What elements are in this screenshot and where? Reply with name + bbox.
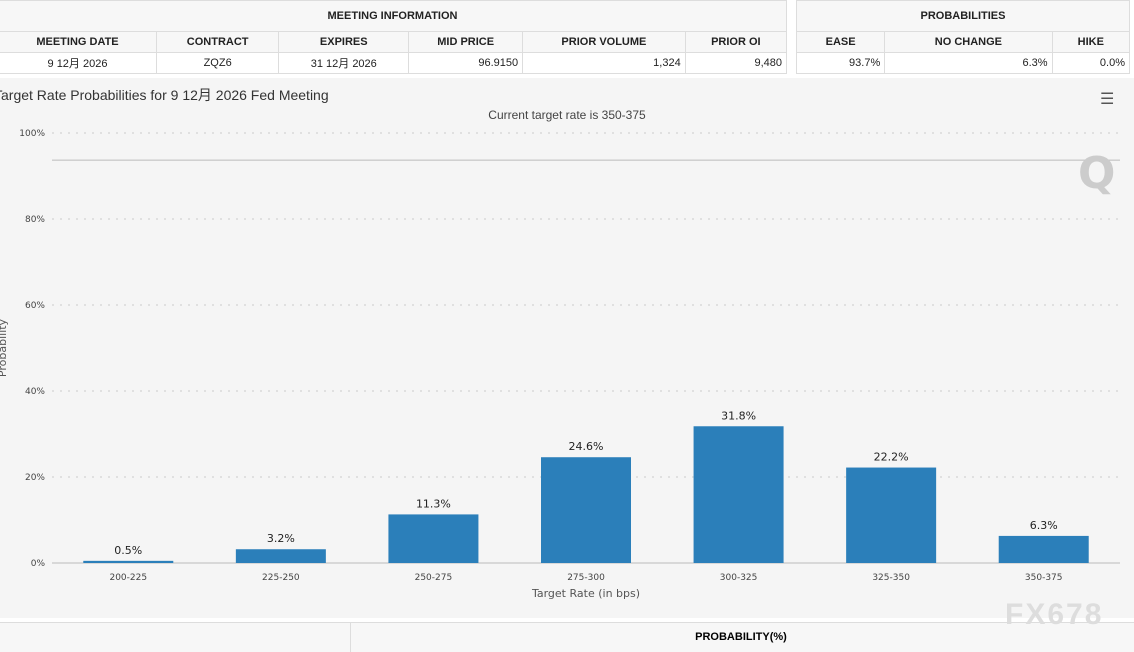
x-axis-label: Target Rate (in bps): [531, 587, 640, 600]
chart-subtitle: Current target rate is 350-375: [488, 108, 646, 122]
bar: [388, 514, 479, 563]
prior-oi: 9,480: [684, 52, 788, 74]
y-axis-label: Probability: [0, 318, 9, 377]
data-label: 3.2%: [267, 532, 295, 545]
meeting-info-table: MEETING INFORMATION MEETING DATE CONTRAC…: [0, 0, 788, 74]
x-tick-label: 250-275: [415, 573, 453, 583]
y-tick-label: 0%: [31, 559, 46, 569]
x-tick-label: 350-375: [1025, 573, 1063, 583]
data-label: 0.5%: [114, 544, 142, 557]
data-label: 24.6%: [569, 440, 604, 453]
probability-header: PROBABILITY(%): [350, 623, 1131, 652]
bar: [235, 549, 326, 563]
bottom-table: PROBABILITY(%): [0, 622, 1134, 652]
chart-title: Target Rate Probabilities for 9 12月 2026…: [0, 87, 329, 103]
y-tick-label: 60%: [25, 301, 45, 311]
data-label: 22.2%: [874, 451, 909, 464]
x-tick-label: 200-225: [109, 573, 147, 583]
no-change-value: 6.3%: [884, 52, 1053, 74]
hamburger-menu-icon[interactable]: ☰: [1100, 91, 1115, 108]
x-tick-label: 275-300: [567, 573, 605, 583]
y-tick-label: 20%: [25, 473, 45, 483]
meeting-info-header: MEETING INFORMATION: [0, 0, 787, 32]
mid-price: 96.9150: [408, 52, 524, 74]
y-tick-label: 40%: [25, 387, 45, 397]
meeting-date: 9 12月 2026: [0, 52, 157, 74]
bar: [846, 467, 937, 563]
contract: ZQZ6: [155, 52, 280, 74]
bar: [693, 426, 784, 563]
q-logo-icon: Q: [1078, 148, 1115, 199]
y-tick-label: 80%: [25, 215, 45, 225]
x-tick-label: 225-250: [262, 573, 300, 583]
y-tick-label: 100%: [19, 129, 45, 139]
col-header: HIKE: [1051, 31, 1131, 53]
col-header: NO CHANGE: [884, 31, 1053, 53]
ease-value: 93.7%: [795, 52, 886, 74]
col-header: PRIOR VOLUME: [522, 31, 686, 53]
data-label: 6.3%: [1030, 519, 1058, 532]
data-label: 11.3%: [416, 497, 451, 510]
x-tick-label: 300-325: [720, 573, 758, 583]
probabilities-table: PROBABILITIES EASE NO CHANGE HIKE 93.7% …: [795, 0, 1131, 74]
bar: [83, 560, 174, 563]
bar: [998, 535, 1089, 563]
watermark: FX678: [1005, 598, 1104, 631]
bar: [541, 457, 631, 563]
col-header: MEETING DATE: [0, 31, 157, 53]
expires: 31 12月 2026: [278, 52, 410, 74]
x-tick-label: 325-350: [872, 573, 910, 583]
hike-value: 0.0%: [1051, 52, 1131, 74]
data-label: 31.8%: [721, 409, 756, 422]
prior-volume: 1,324: [522, 52, 686, 74]
